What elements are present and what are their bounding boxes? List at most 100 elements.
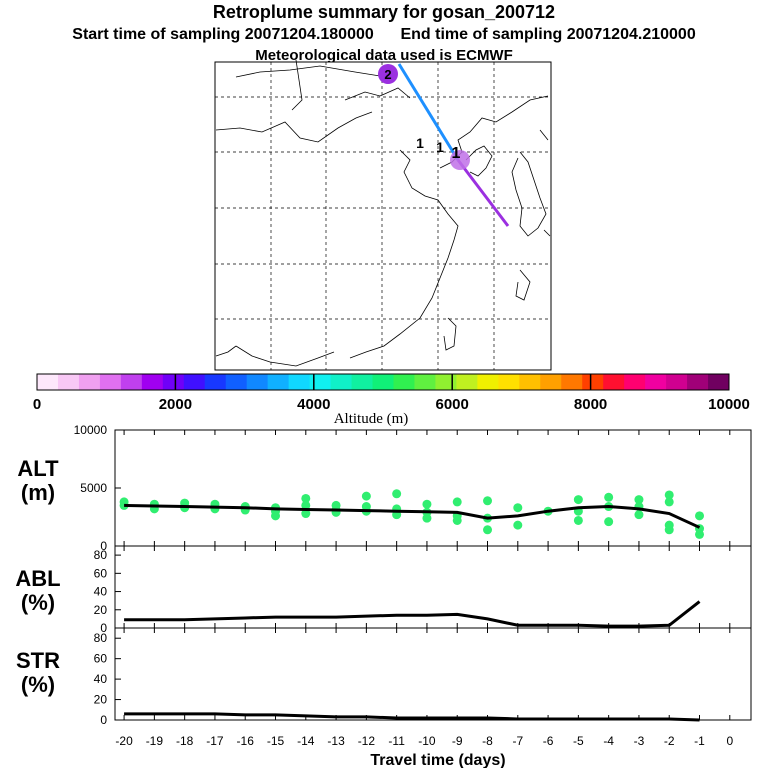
- scatter-point: [452, 515, 462, 525]
- colorbar-swatch: [330, 374, 353, 390]
- x-tick-label: -15: [267, 734, 285, 748]
- x-tick-label: -7: [512, 734, 523, 748]
- map-grid: [215, 62, 551, 370]
- scatter-point: [422, 499, 432, 509]
- y-tick-label: 40: [94, 585, 108, 599]
- panel-label-alt: ALT: [17, 456, 59, 481]
- x-tick-label: -11: [388, 734, 405, 748]
- trajectory-marker-1b: 1: [436, 139, 444, 155]
- x-tick-label: -19: [146, 734, 164, 748]
- panel-label-abl: ABL: [15, 566, 60, 591]
- x-tick-label: -16: [237, 734, 255, 748]
- colorbar-swatch: [687, 374, 709, 390]
- x-tick-labels: -20 -19 -18 -17 -16 -15 -14 -13 -12 -11 -10 -9 -8 -7-…: [115, 734, 733, 748]
- coastline: [215, 59, 551, 367]
- met-data-note: Meteorological data used is ECMWF: [255, 47, 513, 64]
- scatter-point: [301, 509, 311, 519]
- y-tick-label: 0: [100, 539, 107, 553]
- y-tick-label: 10000: [74, 423, 108, 437]
- scatter-point: [422, 513, 432, 523]
- colorbar-swatch: [246, 374, 269, 390]
- y-tick-label: 80: [94, 631, 108, 645]
- colorbar-swatch: [99, 374, 122, 390]
- scatter-point: [301, 500, 311, 510]
- colorbar-tick-label: 4000: [297, 396, 330, 413]
- colorbar-swatch: [393, 374, 415, 390]
- time-series-panels: 0500010000ALT(m)020406080ABL(%)020406080…: [15, 423, 752, 748]
- y-tick-label: 5000: [80, 481, 107, 495]
- x-tick-label: -3: [634, 734, 645, 748]
- colorbar-swatch: [204, 374, 227, 390]
- panel-unit-alt: (m): [21, 480, 55, 505]
- panel-unit-abl: (%): [21, 590, 55, 615]
- scatter-point: [361, 491, 371, 501]
- colorbar-swatch: [162, 374, 185, 390]
- x-tick-label: -2: [664, 734, 675, 748]
- y-tick-label: 40: [94, 672, 108, 686]
- scatter-point: [301, 493, 311, 503]
- y-tick-label: 80: [94, 548, 108, 562]
- panel-label-str: STR: [16, 648, 60, 673]
- colorbar-swatch: [540, 374, 562, 390]
- colorbar-swatch: [435, 374, 457, 390]
- trajectory-marker-1-circle: [450, 150, 470, 170]
- colorbar-swatch: [498, 374, 520, 390]
- colorbar-swatch: [645, 374, 667, 390]
- series-line-alt: [124, 503, 701, 529]
- y-tick-label: 60: [94, 566, 108, 580]
- scatter-point: [634, 495, 644, 505]
- scatter-point: [604, 517, 614, 527]
- x-tick-label: -9: [452, 734, 463, 748]
- colorbar-swatch: [37, 374, 59, 390]
- colorbar-swatch: [57, 374, 80, 390]
- colorbar-tick-label: 0: [33, 396, 41, 413]
- colorbar-swatch: [582, 374, 604, 390]
- colorbar-swatch: [519, 374, 541, 390]
- colorbar-swatch: [624, 374, 646, 390]
- colorbar-label: Altitude (m): [334, 411, 409, 427]
- scatter-point: [452, 497, 462, 507]
- colorbar-swatch: [120, 374, 143, 390]
- scatter-point: [392, 489, 402, 499]
- panel-frame: [114, 627, 752, 721]
- x-tick-label: -5: [573, 734, 584, 748]
- colorbar-swatch: [414, 374, 436, 390]
- x-tick-label: -14: [297, 734, 315, 748]
- colorbar-swatch: [225, 374, 248, 390]
- scatter-point: [513, 503, 523, 513]
- colorbar-swatch: [666, 374, 688, 390]
- x-tick-label: -13: [327, 734, 345, 748]
- x-tick-label: -8: [482, 734, 493, 748]
- scatter-point: [483, 496, 493, 506]
- colorbar-frame: [36, 373, 730, 391]
- scatter-point: [513, 520, 523, 530]
- x-tick-label: -10: [418, 734, 436, 748]
- sampling-end: End time of sampling 20071204.210000: [400, 26, 696, 43]
- colorbar-tick-label: 2000: [159, 396, 192, 413]
- colorbar-swatch: [351, 374, 374, 390]
- x-tick-label: -6: [543, 734, 554, 748]
- scatter-point: [483, 525, 493, 535]
- colorbar-swatch: [267, 374, 290, 390]
- plot-title: Retroplume summary for gosan_200712: [212, 2, 556, 22]
- trajectory-map: 2 1 1 1: [214, 59, 552, 371]
- trajectory-segment-early: [397, 63, 460, 161]
- series-line-abl: [124, 600, 701, 628]
- colorbar-tick-label: 8000: [574, 396, 607, 413]
- altitude-colorbar: [36, 373, 730, 391]
- colorbar-ticks: 0 2000 4000 6000 8000 10000: [33, 374, 750, 413]
- series-line-str: [124, 712, 700, 722]
- y-tick-label: 60: [94, 652, 108, 666]
- x-tick-label: -4: [603, 734, 614, 748]
- colorbar-swatch: [603, 374, 625, 390]
- scatter-point: [695, 529, 705, 539]
- x-tick-label: -18: [176, 734, 194, 748]
- panel-frame: [114, 429, 752, 547]
- panel-abl: 0 20 40 60 80 ABL(%): [15, 545, 752, 635]
- panel-unit-str: (%): [21, 672, 55, 697]
- trajectory-marker-1c: 1: [452, 145, 461, 162]
- trajectory-marker-2-circle: [378, 64, 398, 84]
- y-tick-label: 0: [100, 713, 107, 727]
- sampling-start: Start time of sampling 20071204.180000: [72, 26, 374, 43]
